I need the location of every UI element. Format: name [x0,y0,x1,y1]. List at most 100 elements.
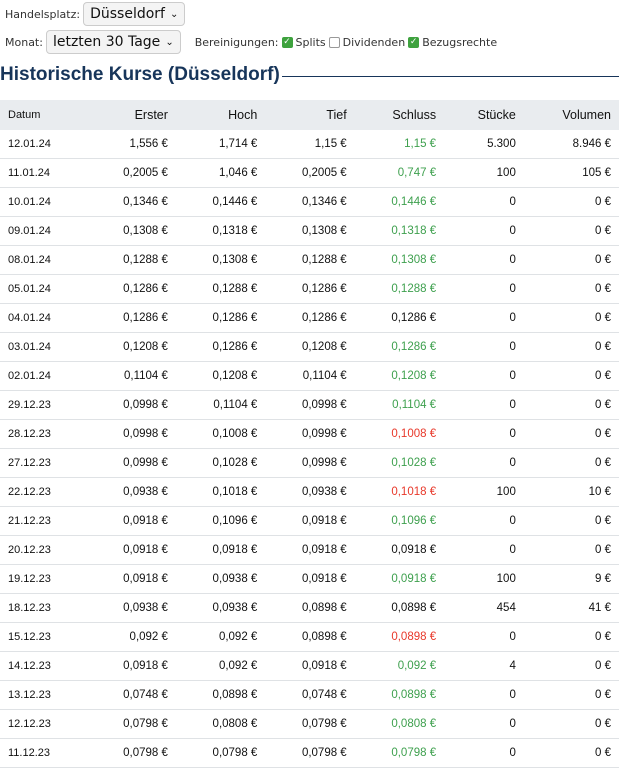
price-history-table: Datum Erster Hoch Tief Schluss Stücke Volumen … [0,100,619,768]
cell-volume: 0 € [523,535,619,565]
cell-volume-units: 0 [444,332,524,362]
cell-high: 0,0918 € [175,535,266,565]
cell-first: 0,1104 € [86,361,176,391]
cell-volume: 0 € [523,448,619,478]
table-row: 10.01.24 0,1346 €0,1446 €0,1346 €0,1446 €… [0,187,619,217]
cell-first: 0,0938 € [86,593,176,623]
cell-close: 0,092 € [354,651,445,681]
cell-volume-units: 0 [444,506,524,536]
cell-high: 0,1308 € [175,245,266,275]
table-row: 09.01.24 0,1308 €0,1318 €0,1308 €0,1318 €… [0,216,619,246]
cell-volume: 0 € [523,245,619,275]
page-title: Historische Kurse (Düsseldorf) [0,64,280,85]
cell-volume-units: 0 [444,361,524,391]
cell-date: 03.01.24 [0,332,87,362]
cell-date: 20.12.23 [0,535,87,565]
cell-low: 0,0748 € [265,680,355,710]
exchange-value: Düsseldorf [90,6,165,22]
cell-volume-units: 5.300 [444,130,524,159]
cell-date: 21.12.23 [0,506,87,536]
dividenden-label[interactable]: Dividenden [342,35,406,49]
cell-volume: 0 € [523,187,619,217]
cell-volume: 0 € [523,709,619,739]
cell-low: 1,15 € [265,130,355,159]
header-date[interactable]: Datum [0,100,87,130]
bezugsrechte-checkbox[interactable]: ✓ [408,36,420,48]
table-header-row: Datum Erster Hoch Tief Schluss Stücke Volumen [0,100,619,130]
table-row: 04.01.24 0,1286 €0,1286 €0,1286 €0,1286 €… [0,303,619,333]
cell-volume-units: 0 [444,535,524,565]
chevron-down-icon: ⌄ [165,36,174,48]
cell-volume: 0 € [523,274,619,304]
cell-low: 0,1346 € [265,187,355,217]
title-divider [282,76,619,77]
table-row: 12.12.23 0,0798 €0,0808 €0,0798 €0,0808 €… [0,709,619,739]
chevron-down-icon: ⌄ [169,8,179,20]
header-low[interactable]: Tief [265,100,355,130]
cell-volume-units: 0 [444,187,524,217]
header-volume[interactable]: Volumen [523,100,619,130]
cell-volume: 0 € [523,506,619,536]
cell-close: 0,1288 € [354,274,445,304]
exchange-select[interactable]: Düsseldorf ⌄ [83,2,186,26]
cell-date: 28.12.23 [0,419,87,449]
cell-low: 0,0898 € [265,622,355,652]
cell-low: 0,0918 € [265,651,355,681]
cell-low: 0,2005 € [265,158,355,188]
cell-close: 0,0898 € [354,680,445,710]
month-select[interactable]: letzten 30 Tage ⌄ [45,30,181,54]
cell-low: 0,0918 € [265,564,355,594]
cell-low: 0,0798 € [265,709,355,739]
cell-volume: 0 € [523,216,619,246]
table-row: 21.12.23 0,0918 €0,1096 €0,0918 €0,1096 €… [0,506,619,536]
header-high[interactable]: Hoch [175,100,266,130]
cell-high: 0,0808 € [175,709,266,739]
cell-first: 0,0918 € [86,506,176,536]
cell-volume-units: 0 [444,245,524,275]
table-row: 28.12.23 0,0998 €0,1008 €0,0998 €0,1008 €… [0,419,619,449]
cell-volume: 0 € [523,332,619,362]
cell-first: 0,1286 € [86,303,176,333]
cell-first: 0,092 € [86,622,176,652]
cell-date: 02.01.24 [0,361,87,391]
header-first[interactable]: Erster [86,100,176,130]
cell-volume: 41 € [523,593,619,623]
cell-high: 0,0938 € [175,593,266,623]
cell-volume: 9 € [523,564,619,594]
table-row: 29.12.23 0,0998 €0,1104 €0,0998 €0,1104 €… [0,390,619,420]
cell-date: 19.12.23 [0,564,87,594]
cell-high: 0,1288 € [175,274,266,304]
cell-volume: 0 € [523,680,619,710]
splits-label[interactable]: Splits [295,35,326,49]
cell-first: 0,0798 € [86,738,176,768]
cell-first: 0,0918 € [86,651,176,681]
dividenden-checkbox[interactable] [328,36,340,48]
cell-low: 0,1104 € [265,361,355,391]
cell-volume: 105 € [523,158,619,188]
splits-checkbox[interactable]: ✓ [281,36,293,48]
cell-high: 0,1286 € [175,332,266,362]
bezugsrechte-label[interactable]: Bezugsrechte [422,35,498,49]
cell-date: 13.12.23 [0,680,87,710]
cell-volume: 8.946 € [523,130,619,159]
header-close[interactable]: Schluss [354,100,445,130]
cell-date: 27.12.23 [0,448,87,478]
cell-date: 22.12.23 [0,477,87,507]
header-volume-units[interactable]: Stücke [444,100,524,130]
cell-first: 0,0918 € [86,564,176,594]
table-row: 18.12.23 0,0938 €0,0938 €0,0898 €0,0898 €… [0,593,619,623]
table-row: 11.01.24 0,2005 €1,046 €0,2005 €0,747 €10… [0,158,619,188]
cell-low: 0,1288 € [265,245,355,275]
adjust-label: Bereinigungen: [194,35,279,49]
cell-low: 0,0998 € [265,448,355,478]
cell-first: 0,0938 € [86,477,176,507]
cell-high: 0,1446 € [175,187,266,217]
cell-first: 0,1286 € [86,274,176,304]
cell-high: 1,046 € [175,158,266,188]
cell-close: 0,1318 € [354,216,445,246]
cell-volume: 10 € [523,477,619,507]
cell-high: 0,092 € [175,622,266,652]
table-row: 08.01.24 0,1288 €0,1308 €0,1288 €0,1308 €… [0,245,619,275]
month-value: letzten 30 Tage [52,34,161,50]
cell-first: 0,0998 € [86,419,176,449]
